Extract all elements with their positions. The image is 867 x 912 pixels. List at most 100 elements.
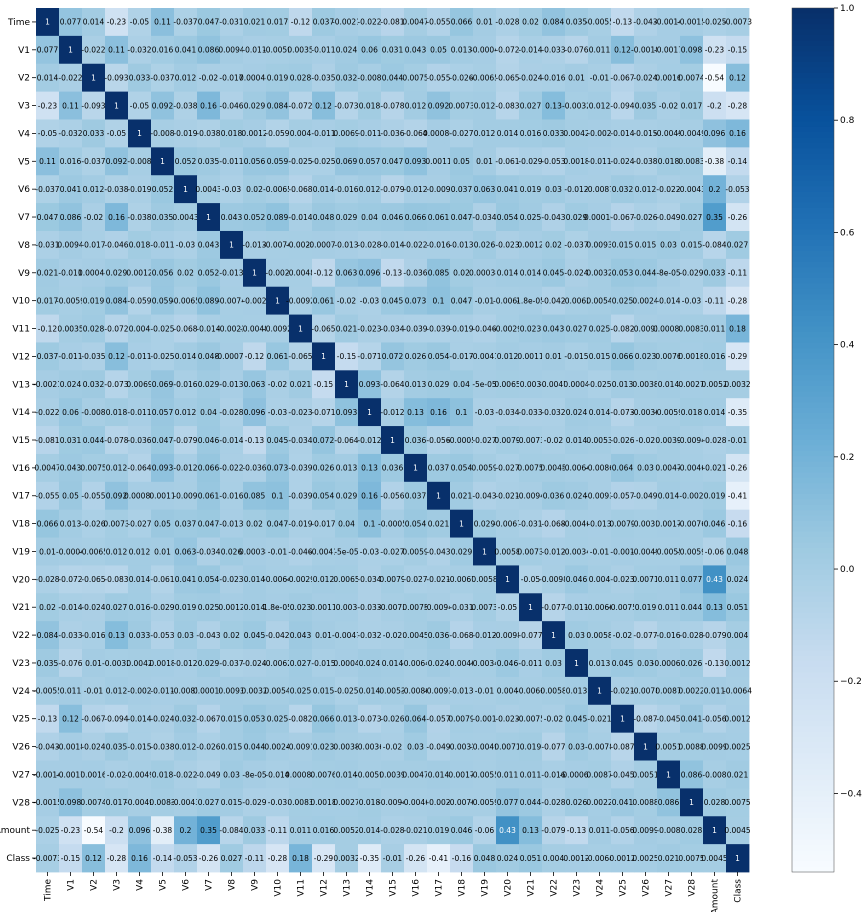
cell-value-label: -0.02	[383, 742, 403, 751]
cell-value-label: -0.011	[311, 46, 335, 55]
cell-value-label: -0.034	[495, 408, 519, 417]
heatmap-cell	[128, 147, 152, 176]
heatmap-cell	[36, 844, 60, 873]
heatmap-cell	[105, 593, 129, 622]
heatmap-cell	[312, 676, 336, 706]
y-tick-label: V19	[12, 547, 30, 557]
cell-value-label: -0.0055	[654, 547, 683, 556]
heatmap-cell	[542, 704, 566, 734]
cell-value-label: -0.026	[633, 213, 657, 222]
heatmap-cell	[358, 732, 382, 761]
colorbar-segment	[792, 494, 834, 500]
cell-value-label: -0.008	[81, 408, 105, 417]
heatmap-cell	[82, 788, 106, 817]
cell-value-label: -0.022	[35, 408, 59, 417]
cell-value-label: 0.03	[223, 770, 240, 779]
cell-value-label: 0.0045	[540, 464, 566, 473]
cell-value-label: -0.032	[58, 129, 82, 138]
heatmap-cell	[588, 844, 612, 873]
heatmap-cell	[404, 8, 428, 37]
cell-value-label: -0.0018	[56, 742, 85, 751]
heatmap-cell	[726, 593, 750, 622]
cell-value-label: -0.014	[380, 241, 404, 250]
cell-value-label: 0.051	[520, 854, 542, 863]
heatmap-cell	[289, 621, 313, 650]
cell-value-label: 0.029	[198, 380, 220, 389]
heatmap-cell	[220, 203, 244, 232]
colorbar-segment	[792, 845, 834, 851]
heatmap-cell	[680, 342, 704, 371]
heatmap-cell	[243, 230, 267, 260]
cell-value-label: -0.13	[567, 826, 587, 835]
cell-value-label: 0.056	[244, 157, 266, 166]
cell-value-label: 0.004	[543, 854, 565, 863]
heatmap-cell	[611, 676, 635, 706]
heatmap-cell	[703, 203, 727, 232]
heatmap-cell	[266, 649, 290, 678]
cell-value-label: -0.013	[219, 269, 243, 278]
cell-value-label: 0.093	[336, 408, 358, 417]
heatmap-cell	[657, 844, 681, 873]
heatmap-cell	[381, 230, 405, 260]
heatmap-cell	[82, 593, 106, 622]
cell-value-label: 0.033	[83, 129, 105, 138]
cell-value-label: 0.0093	[218, 687, 244, 696]
cell-value-label: -0.053	[173, 854, 197, 863]
heatmap-cell	[358, 203, 382, 232]
cell-value-label: 0.0012	[724, 659, 750, 668]
cell-value-label: -0.021	[495, 492, 519, 501]
x-tick-label: V15	[389, 879, 399, 897]
heatmap-cell	[358, 398, 382, 427]
cell-value-label: -0.11	[268, 826, 288, 835]
heatmap-cell	[220, 258, 244, 288]
cell-value-label: 0.063	[474, 185, 496, 194]
cell-value-label: -0.0091	[286, 742, 315, 751]
heatmap-cell	[634, 676, 658, 706]
cell-value-label: 0.047	[198, 519, 220, 528]
cell-value-label: 0.021	[37, 269, 59, 278]
heatmap-cell	[105, 8, 129, 37]
heatmap-cell	[312, 565, 336, 594]
cell-value-label: 0.0094	[57, 241, 83, 250]
heatmap-cell	[59, 63, 83, 93]
heatmap-cell	[59, 230, 83, 260]
x-tick-label: V16	[412, 879, 422, 897]
heatmap-cell	[404, 426, 428, 455]
heatmap-cell	[197, 704, 221, 734]
heatmap-cell	[335, 844, 359, 873]
cell-value-label: 0.0047	[402, 770, 428, 779]
heatmap-cell	[427, 314, 451, 343]
cell-value-label: 0.093	[152, 464, 174, 473]
heatmap-cell	[105, 509, 129, 538]
cell-value-label: 1	[114, 101, 119, 110]
cell-value-label: -0.038	[173, 101, 197, 110]
cell-value-label: -0.038	[150, 742, 174, 751]
cell-value-label: 0.0075	[517, 464, 543, 473]
heatmap-cell	[680, 370, 704, 399]
cell-value-label: 0.011	[60, 687, 82, 696]
colorbar-segment	[792, 153, 834, 160]
cell-value-label: 0.01	[545, 352, 562, 361]
cell-value-label: 0.1	[272, 492, 284, 501]
cell-value-label: -0.028	[219, 408, 243, 417]
heatmap-cell	[542, 314, 566, 343]
heatmap-cell	[611, 8, 635, 37]
heatmap-cell	[611, 342, 635, 371]
cell-value-label: -0.03	[268, 798, 288, 807]
heatmap-cell	[680, 147, 704, 176]
heatmap-cell	[151, 342, 175, 371]
cell-value-label: -0.02	[337, 296, 357, 305]
heatmap-cell	[59, 175, 83, 204]
colorbar-segment	[792, 504, 834, 511]
heatmap-cell	[82, 426, 106, 455]
colorbar-segment	[792, 472, 834, 479]
x-tick-label: V26	[642, 879, 652, 897]
heatmap-cell	[128, 732, 152, 761]
cell-value-label: -0.082	[288, 715, 312, 724]
heatmap-cell	[174, 35, 198, 65]
colorbar-segment	[792, 315, 834, 322]
cell-value-label: 0.018	[152, 770, 174, 779]
heatmap-cell	[473, 63, 497, 93]
heatmap-cell	[542, 676, 566, 706]
cell-value-label: -0.03	[222, 185, 242, 194]
